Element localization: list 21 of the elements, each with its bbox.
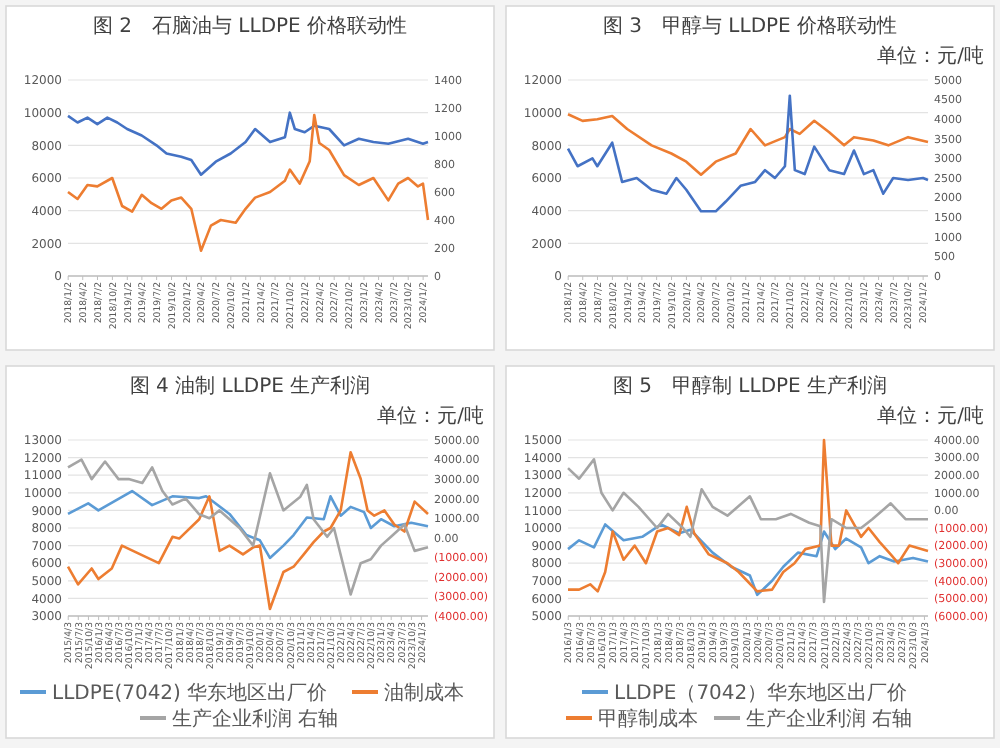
chart-subtitle: 单位：元/吨 bbox=[877, 44, 984, 68]
line-series bbox=[66, 113, 430, 253]
chart-title: 图 3 甲醇与 LLDPE 价格联动性 bbox=[602, 14, 898, 38]
line-series bbox=[66, 489, 430, 560]
line-series bbox=[566, 94, 930, 213]
chart-title: 图 2 石脑油与 LLDPE 价格联动性 bbox=[92, 14, 408, 38]
legend-label: 生产企业利润 右轴 bbox=[746, 707, 913, 731]
chart-subtitle: 单位：元/吨 bbox=[877, 404, 984, 428]
legend-label: 甲醇制成本 bbox=[598, 707, 698, 731]
legend-label: 油制成本 bbox=[384, 681, 464, 705]
line-series bbox=[566, 438, 930, 593]
line-series bbox=[566, 458, 930, 604]
line-series bbox=[66, 111, 430, 177]
legend-label: 生产企业利润 右轴 bbox=[172, 707, 339, 731]
line-series bbox=[566, 113, 930, 177]
legend-label: LLDPE(7042) 华东地区出厂价 bbox=[52, 681, 328, 705]
chart-subtitle: 单位：元/吨 bbox=[377, 404, 484, 428]
chart-title: 图 5 甲醇制 LLDPE 生产利润 bbox=[612, 374, 888, 398]
chart-title: 图 4 油制 LLDPE 生产利润 bbox=[129, 374, 371, 398]
line-series bbox=[566, 523, 930, 597]
legend-label: LLDPE（7042）华东地区出厂价 bbox=[614, 681, 908, 705]
